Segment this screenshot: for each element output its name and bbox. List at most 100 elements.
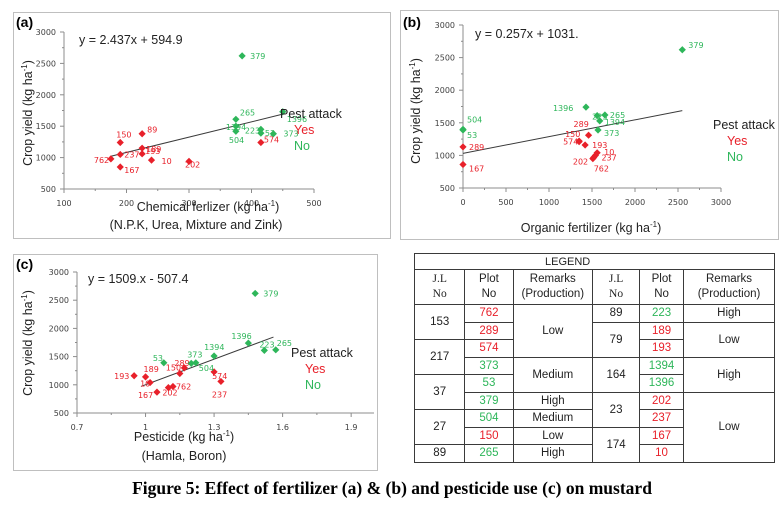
point-label: 223 [592, 113, 607, 122]
figure-caption: Figure 5: Effect of fertilizer (a) & (b)… [132, 478, 652, 498]
point-label: 1394 [226, 123, 246, 132]
point-label: 10 [140, 380, 150, 389]
plot-number: 202 [639, 391, 685, 410]
column-header: J.L No [413, 269, 466, 305]
data-point [107, 155, 115, 163]
data-point [169, 382, 177, 391]
jl-number: 37 [413, 374, 466, 410]
chart-b-panel: 500 1000 1500 2000 2500 3000 0 500 1000 1500 2000 2… [400, 10, 779, 240]
y-tick-label: 2000 [49, 324, 69, 333]
x-axis-subtitle: (N.P.K, Urea, Mixture and Zink) [110, 218, 283, 232]
plot-number: 289 [464, 321, 514, 340]
production-remark: Low [683, 321, 775, 358]
plot-number: 373 [464, 356, 514, 375]
column-header: Plot No [464, 269, 514, 305]
point-label: 202 [573, 158, 588, 167]
plot-number: 223 [639, 304, 685, 323]
point-label: 237 [601, 153, 616, 162]
trendline [110, 113, 283, 157]
point-label: 1396 [231, 332, 251, 341]
x-axis-title: Chemical ferlizer (kg ha-1) [137, 199, 280, 214]
point-label: 237 [212, 390, 227, 399]
x-tick-label: 500 [498, 198, 513, 207]
data-point [232, 115, 240, 123]
point-label: 10 [162, 157, 172, 166]
data-point [601, 111, 609, 119]
x-tick-label: 400 [244, 199, 259, 208]
point-label: 193 [592, 141, 607, 150]
trendline-equation: y = 1509.x - 507.4 [88, 272, 188, 286]
x-tick-label: 100 [56, 199, 71, 208]
legend-table: LEGEND J.L No Plot No Remarks (Production) J.L N… [413, 253, 775, 463]
data-point [238, 52, 246, 60]
y-tick-label: 2500 [49, 296, 69, 305]
production-remark: High [512, 444, 594, 463]
point-label: 574 [264, 136, 279, 145]
x-tick-label: 1.3 [208, 423, 221, 432]
data-point [591, 151, 600, 159]
plot-number: 193 [639, 339, 685, 358]
data-point [147, 156, 156, 164]
y-axis-title-close: ) [409, 58, 423, 62]
point-label: 504 [229, 136, 244, 145]
point-label: 504 [199, 364, 214, 373]
point-label: 1396 [553, 104, 573, 113]
point-label: 193 [114, 372, 129, 381]
jl-number: 79 [592, 321, 641, 358]
data-point [260, 346, 268, 354]
y-axis-title-sup: -1 [20, 294, 29, 302]
x-tick-label: 300 [181, 199, 196, 208]
x-axis-title-sup: -1 [268, 199, 276, 208]
data-point [116, 150, 124, 159]
point-label: 223 [245, 126, 260, 135]
y-tick-label: 3000 [49, 268, 69, 277]
point-label: 53 [467, 131, 477, 140]
point-label: 373 [283, 130, 298, 139]
point-label: 1394 [605, 118, 625, 127]
panel-label: (c) [16, 256, 33, 272]
point-label: 762 [94, 156, 109, 165]
point-label: 167 [138, 391, 153, 400]
chart-c: 500 1000 1500 2000 2500 3000 0.7 1 1.3 1.6 1.9 (c) y… [16, 256, 374, 463]
jl-number: 89 [592, 304, 641, 323]
column-header: Plot No [639, 269, 685, 305]
table-row: 153 762 Low 89 223 High [413, 304, 775, 358]
data-point [581, 141, 589, 149]
data-point [116, 138, 124, 147]
plot-number: 10 [639, 444, 685, 463]
y-axis-title-close: ) [21, 60, 35, 64]
y-axis-title: Crop yield (kg ha-1) [408, 58, 423, 164]
point-label: 202 [185, 160, 200, 169]
legend-title: Pest attack [713, 118, 776, 132]
point-label: 167 [124, 166, 139, 175]
data-point [584, 131, 593, 139]
data-point [116, 163, 124, 171]
data-point [596, 117, 604, 125]
y-tick-label: 2000 [435, 86, 455, 95]
point-label: 189 [146, 145, 161, 154]
production-remark: High [512, 391, 594, 410]
data-point [678, 46, 686, 54]
x-tick-label: 2500 [668, 198, 688, 207]
table-row: 373 Medium 164 1394 High [415, 356, 775, 393]
column-header: J.L No [592, 269, 641, 305]
trendline [140, 336, 274, 387]
point-label: 167 [469, 165, 484, 174]
table-row: 217 574 193 [413, 339, 775, 375]
plot-number: 265 [464, 444, 514, 463]
x-axis-title: Pesticide (kg ha-1) [134, 429, 234, 444]
y-tick-label: 1000 [36, 154, 56, 163]
table-row: 150 Low 174 167 [415, 426, 775, 463]
plot-number: 237 [639, 409, 685, 428]
x-axis-title-close: ) [275, 200, 279, 214]
x-tick-label: 1.6 [276, 423, 289, 432]
data-point [459, 126, 467, 134]
y-axis-title-close: ) [21, 290, 35, 294]
y-tick-label: 2500 [435, 54, 455, 63]
y-tick-label: 1000 [435, 151, 455, 160]
point-label: 10 [604, 148, 614, 157]
point-label: 89 [147, 126, 157, 135]
x-axis-title-sup: -1 [650, 220, 658, 229]
jl-number: 174 [592, 426, 641, 463]
data-point [210, 368, 218, 376]
